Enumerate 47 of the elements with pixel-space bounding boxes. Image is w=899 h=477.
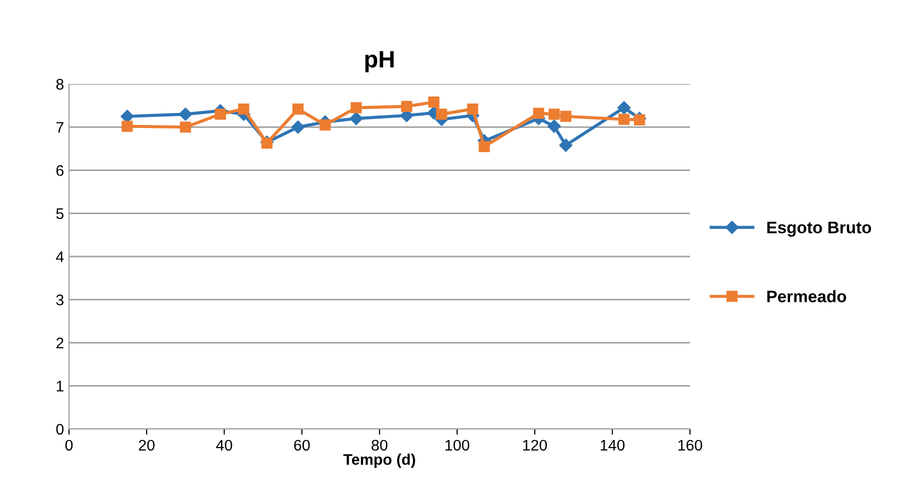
point [120,110,134,123]
point [634,114,646,126]
x-tick-label: 20 [138,440,155,451]
point [178,108,192,121]
point [618,114,630,125]
point [478,140,490,152]
x-axis-title: Tempo (d) [343,454,416,468]
x-tick-label: 140 [600,440,625,451]
y-tick-label: 7 [56,122,64,133]
point [401,100,412,112]
point [291,120,305,134]
x-tick-label: 0 [65,440,73,451]
point [533,108,544,119]
point [436,108,448,120]
y-tick-label: 5 [56,208,64,220]
point [238,103,250,115]
point [261,138,272,149]
y-tick-label: 0 [56,424,64,435]
point [467,103,478,115]
legend-label: Permeado [767,290,846,302]
point [320,119,331,131]
y-tick-label: 1 [56,380,64,392]
point [548,120,561,133]
point [292,103,304,115]
x-tick-label: 160 [678,440,702,451]
y-tick-label: 8 [56,78,64,90]
point [350,102,362,114]
y-tick-label: 6 [56,165,64,176]
x-tick-label: 80 [372,440,388,451]
point [350,112,363,126]
chart-title: pH [365,51,394,72]
point [214,108,226,120]
x-tick-label: 100 [446,440,470,451]
point [122,120,133,132]
x-tick-label: 60 [294,440,310,451]
point [180,122,191,133]
y-tick-label: 2 [56,338,64,348]
x-tick-label: 120 [523,440,547,451]
point [560,110,572,122]
legend-label: Esgoto Bruto [767,222,872,237]
point [428,96,440,108]
y-tick-label: 3 [56,294,64,306]
point [617,101,631,114]
x-tick-label: 40 [216,440,232,451]
point [548,108,560,120]
y-tick-label: 4 [56,252,64,262]
point [559,138,572,152]
